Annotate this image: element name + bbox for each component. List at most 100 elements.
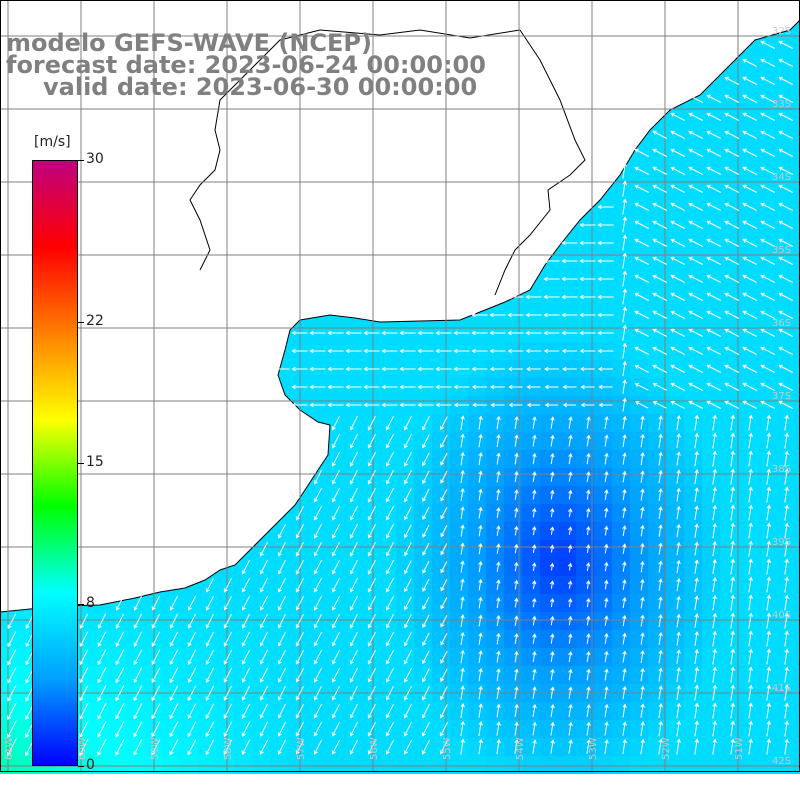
- wind-arrow: [670, 184, 686, 193]
- wind-arrow: [658, 542, 663, 555]
- speed-cell: [720, 342, 738, 360]
- wind-arrow: [676, 541, 681, 556]
- speed-cell: [486, 450, 504, 468]
- wind-arrow: [295, 631, 304, 647]
- wind-arrow: [622, 306, 627, 323]
- longitude-label: 52W: [661, 737, 672, 760]
- wind-arrow: [453, 384, 470, 390]
- speed-cell: [216, 612, 234, 630]
- wind-arrow: [367, 523, 376, 539]
- wind-arrow: [568, 686, 573, 699]
- speed-cell: [594, 612, 612, 630]
- wind-arrow: [748, 468, 753, 485]
- speed-cell: [684, 180, 702, 198]
- wind-arrow: [385, 721, 394, 737]
- wind-arrow: [658, 738, 663, 755]
- wind-arrow: [313, 595, 322, 611]
- wind-arrow: [496, 561, 501, 572]
- speed-cell: [396, 666, 414, 684]
- speed-cell: [648, 702, 666, 720]
- speed-cell: [720, 324, 738, 342]
- wind-arrow: [440, 452, 448, 466]
- colorbar-tick-label: 0: [86, 757, 95, 773]
- wind-arrow: [766, 558, 771, 575]
- wind-arrow: [742, 184, 758, 193]
- wind-arrow: [349, 649, 358, 665]
- speed-cell: [198, 666, 216, 684]
- longitude-label: 54W: [515, 737, 526, 760]
- speed-cell: [648, 738, 666, 756]
- wind-arrow: [363, 348, 380, 354]
- speed-cell: [540, 594, 558, 612]
- wind-arrow: [549, 562, 555, 571]
- wind-arrow: [760, 202, 776, 211]
- wind-arrow: [550, 598, 555, 608]
- wind-arrow: [514, 525, 519, 536]
- speed-cell: [162, 612, 180, 630]
- speed-cell: [522, 540, 540, 558]
- wind-arrow: [205, 649, 215, 665]
- speed-cell: [756, 252, 774, 270]
- speed-cell: [162, 702, 180, 720]
- speed-cell: [180, 720, 198, 738]
- speed-cell: [486, 522, 504, 540]
- wind-arrow: [544, 402, 559, 408]
- wind-arrow: [440, 686, 448, 701]
- speed-cell: [270, 666, 288, 684]
- speed-cell: [720, 756, 738, 774]
- wind-arrow: [766, 738, 771, 755]
- wind-arrow: [277, 559, 286, 575]
- speed-cell: [594, 738, 612, 756]
- speed-cell: [450, 756, 468, 774]
- speed-cell: [774, 72, 792, 90]
- speed-cell: [648, 450, 666, 468]
- wind-arrow: [634, 383, 649, 391]
- wind-arrow: [712, 486, 717, 503]
- speed-cell: [252, 756, 270, 774]
- wind-arrow: [676, 433, 681, 448]
- wind-arrow: [766, 648, 771, 665]
- wind-arrow: [97, 667, 107, 684]
- wind-arrow: [331, 559, 340, 575]
- speed-cell: [684, 324, 702, 342]
- speed-cell: [540, 630, 558, 648]
- wind-arrow: [622, 668, 627, 681]
- wind-arrow: [331, 739, 340, 755]
- wind-arrow: [478, 721, 483, 737]
- speed-cell: [18, 738, 36, 756]
- wind-arrow: [187, 721, 197, 738]
- wind-arrow: [748, 648, 753, 665]
- speed-cell: [342, 738, 360, 756]
- wind-arrow: [561, 348, 578, 354]
- wind-arrow: [622, 324, 627, 341]
- speed-cell: [774, 594, 792, 612]
- wind-arrow: [345, 384, 362, 390]
- speed-cell: [432, 504, 450, 522]
- speed-cell: [774, 180, 792, 198]
- speed-cell: [486, 702, 504, 720]
- speed-cell: [270, 648, 288, 666]
- wind-arrow: [460, 469, 465, 484]
- wind-arrow: [422, 650, 430, 665]
- speed-cell: [468, 504, 486, 522]
- wind-arrow: [205, 703, 215, 720]
- wind-arrow: [169, 685, 179, 702]
- wind-arrow: [778, 310, 794, 319]
- speed-cell: [252, 720, 270, 738]
- wind-arrow: [724, 238, 740, 247]
- speed-cell: [504, 594, 522, 612]
- wind-arrow: [440, 507, 448, 520]
- wind-arrow: [658, 667, 663, 682]
- wind-arrow: [640, 506, 645, 519]
- wind-arrow: [579, 258, 596, 264]
- wind-arrow: [712, 414, 717, 431]
- latitude-label: 37S: [772, 391, 791, 402]
- speed-cell: [18, 666, 36, 684]
- latitude-label: 33S: [772, 99, 791, 110]
- wind-arrow: [7, 667, 17, 684]
- wind-arrow: [440, 561, 448, 574]
- speed-cell: [666, 378, 684, 396]
- speed-cell: [414, 504, 432, 522]
- wind-arrow: [422, 578, 430, 592]
- wind-arrow: [422, 560, 430, 574]
